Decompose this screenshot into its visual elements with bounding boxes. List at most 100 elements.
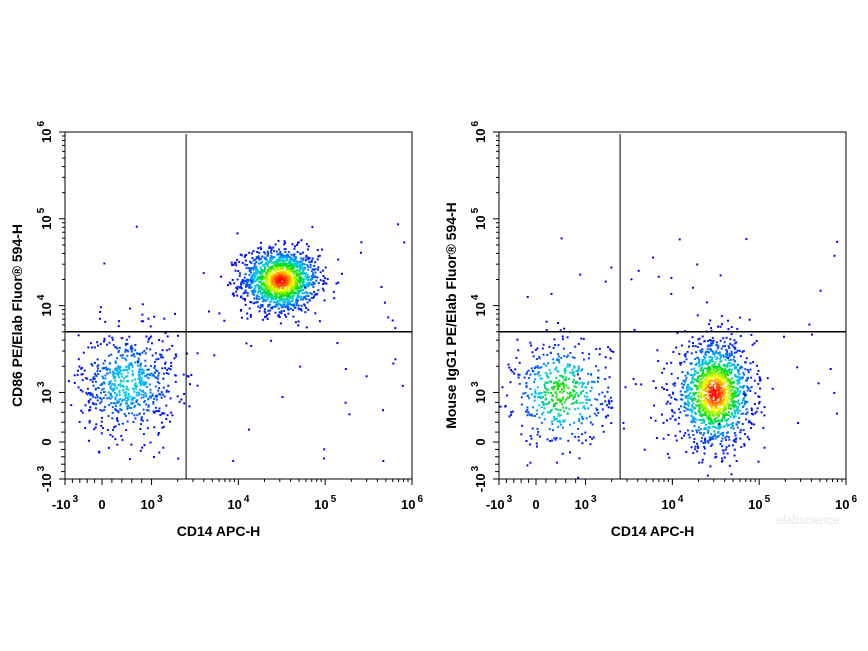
event-dot (692, 402, 695, 405)
event-dot (711, 443, 714, 446)
event-dot (534, 348, 537, 351)
event-dot (744, 433, 746, 436)
event-dot (733, 395, 736, 398)
event-dot (675, 439, 678, 442)
event-dot (563, 389, 566, 392)
event-dot (529, 388, 532, 390)
event-dot (708, 415, 711, 418)
watermark-text: elabscience (776, 513, 840, 527)
event-dot (186, 352, 188, 355)
event-dot (565, 384, 568, 387)
event-dot (93, 346, 96, 349)
event-dot (728, 392, 731, 395)
event-dot (126, 371, 129, 374)
event-dot (138, 404, 141, 406)
event-dot (708, 422, 711, 425)
event-dot (307, 258, 310, 261)
event-dot (266, 288, 269, 291)
event-dot (819, 289, 822, 292)
event-dot (725, 372, 728, 375)
event-dot (292, 286, 295, 289)
event-dot (514, 368, 517, 371)
event-dot (720, 383, 723, 385)
event-dot (573, 378, 575, 381)
event-dot (676, 377, 679, 380)
event-dot (169, 420, 171, 423)
event-dot (718, 424, 721, 427)
event-dot (87, 401, 90, 404)
event-dot (265, 262, 267, 265)
event-dot (716, 411, 718, 414)
event-dot (92, 376, 95, 379)
event-dot (269, 282, 272, 285)
event-dot (741, 401, 743, 404)
event-dot (752, 361, 755, 364)
event-dot (736, 420, 739, 423)
event-dot (258, 258, 261, 261)
event-dot (119, 398, 122, 400)
event-dot (247, 278, 250, 281)
event-dot (610, 350, 613, 353)
event-dot (148, 383, 151, 386)
event-dot (305, 291, 308, 294)
event-dot (341, 272, 343, 275)
event-dot (706, 429, 709, 432)
event-dot (186, 375, 189, 378)
event-dot (719, 404, 722, 406)
event-dot (142, 391, 145, 393)
event-dot (244, 298, 246, 300)
event-dot (313, 281, 316, 284)
event-dot (281, 303, 284, 306)
event-dot (610, 266, 613, 269)
event-dot (285, 271, 288, 274)
event-dot (741, 399, 744, 402)
event-dot (322, 289, 325, 292)
event-dot (729, 365, 732, 367)
event-dot (135, 352, 138, 355)
event-dot (111, 435, 114, 438)
event-dot (267, 296, 270, 299)
event-dot (545, 320, 548, 323)
event-dot (691, 380, 694, 383)
event-dot (265, 273, 268, 276)
event-dot (144, 359, 147, 362)
event-dot (739, 437, 742, 440)
event-dot (746, 411, 749, 414)
event-dot (740, 446, 743, 449)
event-dot (167, 384, 170, 387)
event-dot (540, 392, 543, 395)
event-dot (552, 382, 555, 385)
event-dot (713, 430, 716, 433)
event-dot (289, 275, 292, 278)
event-dot (238, 260, 241, 263)
event-dot (180, 398, 183, 401)
event-dot (299, 266, 302, 269)
event-dot (712, 339, 715, 342)
event-dot (309, 291, 312, 294)
event-dot (267, 305, 270, 308)
event-dot (710, 406, 713, 409)
event-dot (532, 406, 534, 409)
event-dot (261, 294, 264, 297)
event-dot (704, 437, 707, 440)
event-dot (722, 354, 725, 357)
event-dot (279, 299, 282, 302)
event-dot (692, 342, 694, 344)
event-dot (137, 403, 139, 406)
event-dot (730, 407, 733, 410)
event-dot (732, 427, 735, 430)
event-dot (321, 287, 324, 290)
event-dot (240, 283, 243, 286)
event-dot (685, 386, 688, 389)
event-dot (714, 456, 717, 459)
event-dot (153, 397, 156, 400)
event-dot (715, 366, 718, 369)
event-dot (153, 367, 156, 369)
event-dot (592, 436, 595, 439)
event-dot (709, 391, 712, 394)
event-dot (254, 272, 257, 275)
event-dot (111, 406, 114, 408)
event-dot (833, 391, 836, 394)
event-dot (283, 270, 286, 273)
event-dot (259, 273, 262, 275)
